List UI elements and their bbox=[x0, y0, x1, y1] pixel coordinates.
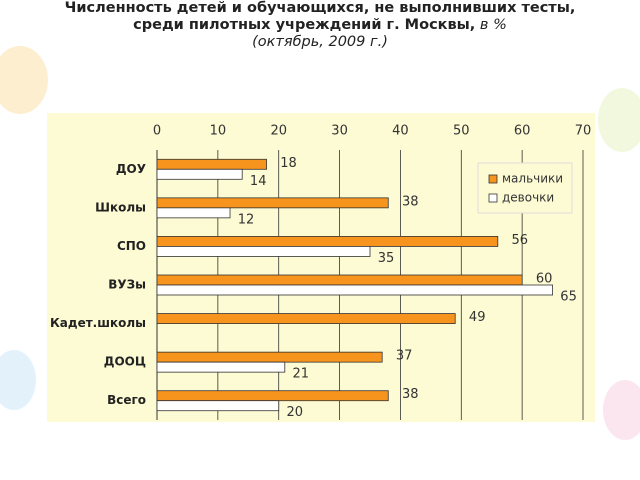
data-label: 35 bbox=[378, 251, 395, 266]
x-tick-label: 0 bbox=[153, 124, 161, 139]
data-label: 49 bbox=[469, 310, 486, 325]
y-tick-label: ВУЗы bbox=[108, 278, 146, 292]
data-label: 20 bbox=[286, 405, 303, 420]
bar bbox=[156, 197, 389, 209]
legend-swatch bbox=[488, 193, 498, 203]
x-tick-label: 60 bbox=[514, 124, 531, 139]
x-tick-label: 50 bbox=[453, 124, 470, 139]
bar bbox=[156, 246, 371, 257]
legend-label: девочки bbox=[502, 191, 554, 205]
x-tick-label: 30 bbox=[331, 124, 348, 139]
legend-label: мальчики bbox=[502, 172, 563, 186]
bar bbox=[156, 158, 267, 170]
data-label: 60 bbox=[536, 272, 553, 287]
bar bbox=[156, 400, 280, 412]
title-unit: в % bbox=[479, 17, 507, 33]
data-label: 14 bbox=[250, 174, 267, 189]
chart-area bbox=[47, 113, 595, 422]
bar bbox=[156, 361, 286, 373]
chart-title: Численность детей и обучающихся, не выпо… bbox=[64, 0, 576, 16]
y-tick-label: Всего bbox=[107, 393, 146, 407]
data-label: 38 bbox=[402, 194, 419, 209]
data-label: 65 bbox=[560, 290, 577, 305]
data-label: 37 bbox=[396, 349, 413, 364]
title-block: Численность детей и обучающихся, не выпо… bbox=[0, 0, 640, 51]
data-label: 21 bbox=[293, 367, 310, 382]
data-label: 12 bbox=[238, 212, 255, 227]
bar bbox=[156, 284, 553, 296]
y-tick-label: ДОУ bbox=[116, 162, 146, 176]
x-tick-label: 40 bbox=[392, 124, 409, 139]
bar bbox=[156, 390, 389, 402]
data-label: 38 bbox=[402, 387, 419, 402]
x-tick-label: 20 bbox=[270, 124, 287, 139]
y-tick-label: Кадет.школы bbox=[50, 316, 146, 330]
x-tick-label: 10 bbox=[210, 124, 227, 139]
bar bbox=[156, 274, 523, 286]
y-tick-label: ДООЦ bbox=[104, 355, 146, 369]
bar bbox=[156, 351, 383, 363]
bar bbox=[156, 236, 499, 247]
bar bbox=[156, 313, 456, 324]
legend-swatch bbox=[488, 174, 498, 184]
chart-title: среди пилотных учреждений г. Москвы, bbox=[133, 17, 476, 33]
legend-box bbox=[477, 162, 573, 214]
bar bbox=[156, 168, 243, 180]
bar bbox=[156, 207, 231, 219]
y-tick-label: Школы bbox=[95, 200, 146, 214]
data-label: 18 bbox=[280, 156, 297, 171]
y-tick-label: СПО bbox=[117, 239, 146, 253]
x-tick-label: 70 bbox=[575, 124, 592, 139]
data-label: 56 bbox=[512, 233, 529, 248]
chart-subtitle: (октябрь, 2009 г.) bbox=[252, 34, 388, 50]
